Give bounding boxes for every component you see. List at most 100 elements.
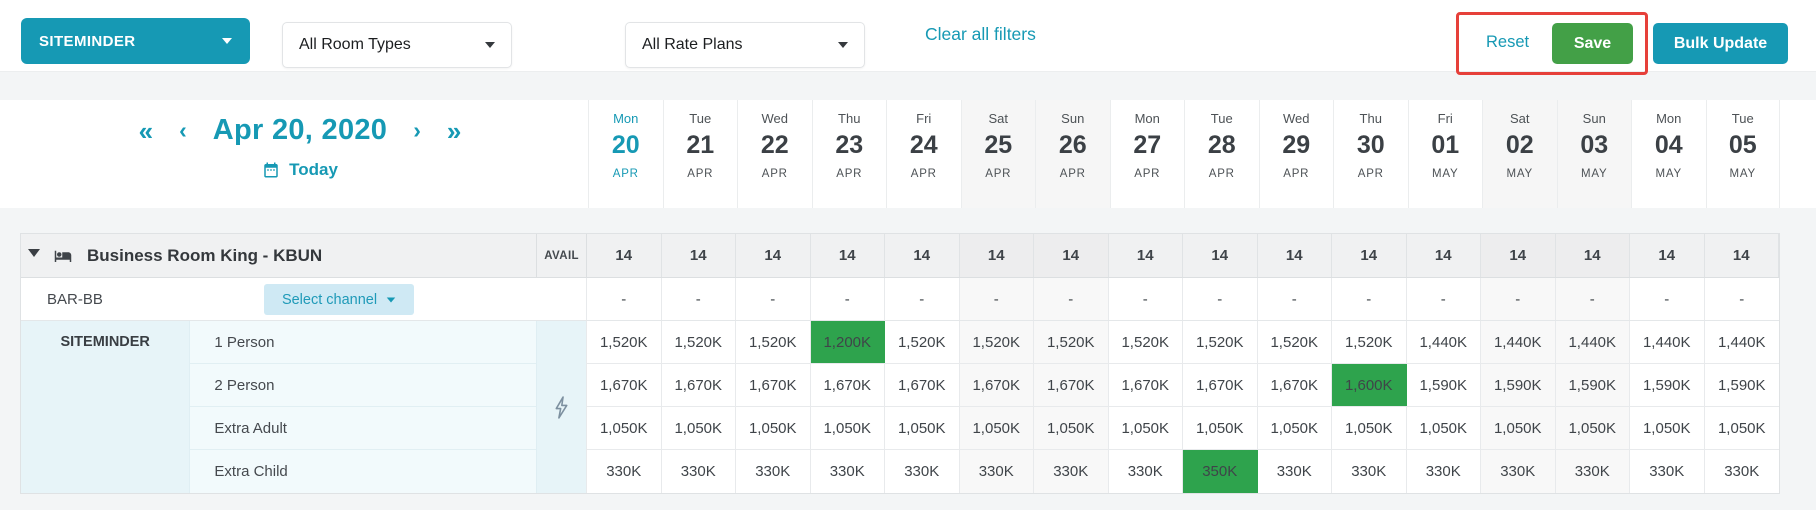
availability-cell[interactable]: 14 bbox=[1704, 234, 1779, 277]
price-cell[interactable]: 330K bbox=[959, 450, 1034, 493]
availability-cell[interactable]: 14 bbox=[885, 234, 960, 277]
price-cell[interactable]: 1,590K bbox=[1407, 364, 1481, 406]
rate-plan-value-cell[interactable]: - bbox=[811, 278, 885, 320]
prev-day-button[interactable]: ‹ bbox=[179, 117, 187, 143]
channel-filter-dropdown[interactable]: SITEMINDER bbox=[21, 18, 250, 64]
rate-plan-value-cell[interactable]: - bbox=[736, 278, 811, 320]
price-cell[interactable]: 330K bbox=[811, 450, 885, 493]
calendar-day-cell[interactable]: Thu 30 APR bbox=[1333, 100, 1408, 208]
availability-cell[interactable]: 14 bbox=[1108, 234, 1183, 277]
price-cell[interactable]: 1,590K bbox=[1630, 364, 1705, 406]
price-cell[interactable]: 1,670K bbox=[959, 364, 1034, 406]
price-cell[interactable]: 1,520K bbox=[1034, 321, 1109, 363]
price-cell[interactable]: 1,050K bbox=[1481, 407, 1556, 449]
calendar-day-cell[interactable]: Tue 21 APR bbox=[662, 100, 738, 208]
availability-cell[interactable]: 14 bbox=[661, 234, 736, 277]
rate-plan-value-cell[interactable]: - bbox=[959, 278, 1034, 320]
rate-plan-value-cell[interactable]: - bbox=[1332, 278, 1407, 320]
price-cell[interactable]: 330K bbox=[1407, 450, 1481, 493]
rate-plan-value-cell[interactable]: - bbox=[1258, 278, 1332, 320]
price-cell[interactable]: 1,670K bbox=[1183, 364, 1258, 406]
price-cell[interactable]: 1,520K bbox=[959, 321, 1034, 363]
price-cell[interactable]: 1,050K bbox=[662, 407, 736, 449]
save-button[interactable]: Save bbox=[1552, 23, 1633, 64]
price-cell[interactable]: 1,200K bbox=[810, 321, 885, 363]
availability-cell[interactable]: 14 bbox=[587, 234, 662, 277]
calendar-day-cell[interactable]: Thu 23 APR bbox=[811, 100, 887, 208]
price-cell[interactable]: 1,670K bbox=[811, 364, 885, 406]
rate-plan-value-cell[interactable]: - bbox=[1034, 278, 1109, 320]
calendar-day-cell[interactable]: Wed 29 APR bbox=[1258, 100, 1334, 208]
price-cell[interactable]: 1,050K bbox=[1183, 407, 1258, 449]
price-cell[interactable]: 1,590K bbox=[1481, 364, 1556, 406]
availability-cell[interactable]: 14 bbox=[1257, 234, 1332, 277]
price-cell[interactable]: 1,050K bbox=[1555, 407, 1630, 449]
price-cell[interactable]: 1,590K bbox=[1555, 364, 1630, 406]
calendar-day-cell[interactable]: Tue 28 APR bbox=[1184, 100, 1259, 208]
price-cell[interactable]: 1,050K bbox=[811, 407, 885, 449]
availability-cell[interactable]: 14 bbox=[810, 234, 885, 277]
calendar-day-cell[interactable]: Wed 22 APR bbox=[737, 100, 812, 208]
price-cell[interactable]: 1,440K bbox=[1717, 333, 1766, 351]
price-cell[interactable]: 1,050K bbox=[1034, 407, 1109, 449]
price-cell[interactable]: 1,670K bbox=[1109, 364, 1183, 406]
availability-cell[interactable]: 14 bbox=[736, 234, 811, 277]
availability-cell[interactable]: 14 bbox=[1630, 234, 1705, 277]
price-cell[interactable]: 1,520K bbox=[736, 321, 811, 363]
availability-cell[interactable]: 14 bbox=[1332, 234, 1407, 277]
price-cell[interactable]: 1,520K bbox=[1258, 321, 1332, 363]
price-cell[interactable]: 330K bbox=[1109, 450, 1183, 493]
today-button[interactable]: Today bbox=[60, 160, 540, 180]
price-cell[interactable]: 1,670K bbox=[587, 364, 662, 406]
calendar-day-cell[interactable]: Mon 27 APR bbox=[1109, 100, 1185, 208]
price-cell[interactable]: 1,440K bbox=[1407, 321, 1481, 363]
availability-cell[interactable]: 14 bbox=[959, 234, 1034, 277]
calendar-day-cell[interactable]: Mon 20 APR bbox=[588, 100, 663, 208]
calendar-day-cell[interactable]: Sun 03 MAY bbox=[1556, 100, 1631, 208]
select-channel-button[interactable]: Select channel bbox=[264, 284, 414, 315]
price-cell[interactable]: 1,050K bbox=[1332, 407, 1407, 449]
price-cell[interactable]: 330K bbox=[1481, 450, 1556, 493]
price-cell[interactable]: 1,440K bbox=[1555, 321, 1630, 363]
price-cell[interactable]: 1,520K bbox=[662, 321, 736, 363]
price-cell[interactable]: 1,520K bbox=[1332, 321, 1407, 363]
calendar-day-cell[interactable]: Sun 26 APR bbox=[1035, 100, 1110, 208]
price-cell[interactable]: 1,050K bbox=[736, 407, 811, 449]
calendar-day-cell[interactable]: Sat 25 APR bbox=[960, 100, 1035, 208]
price-cell[interactable]: 1,440K bbox=[1630, 321, 1705, 363]
price-cell[interactable]: 350K bbox=[1183, 450, 1258, 493]
availability-cell[interactable]: 14 bbox=[1406, 234, 1481, 277]
price-cell[interactable]: 1,590K bbox=[1717, 376, 1766, 394]
next-day-button[interactable]: › bbox=[413, 117, 421, 143]
calendar-day-cell[interactable]: Sat 02 MAY bbox=[1482, 100, 1557, 208]
price-cell[interactable]: 1,050K bbox=[1717, 419, 1766, 437]
availability-cell[interactable]: 14 bbox=[1034, 234, 1109, 277]
price-cell[interactable]: 1,050K bbox=[587, 407, 662, 449]
price-cell[interactable]: 330K bbox=[1630, 450, 1705, 493]
price-cell[interactable]: 1,050K bbox=[1407, 407, 1481, 449]
calendar-day-cell[interactable]: Fri 01 MAY bbox=[1407, 100, 1483, 208]
price-cell[interactable]: 1,050K bbox=[1258, 407, 1332, 449]
availability-cell[interactable]: 14 bbox=[1481, 234, 1556, 277]
calendar-day-cell[interactable]: Tue 05 MAY bbox=[1705, 100, 1780, 208]
calendar-day-cell[interactable]: Mon 04 MAY bbox=[1631, 100, 1706, 208]
price-cell[interactable]: 330K bbox=[1724, 463, 1760, 480]
price-cell[interactable]: 330K bbox=[662, 450, 736, 493]
price-cell[interactable]: 330K bbox=[587, 450, 662, 493]
rate-plans-dropdown[interactable]: All Rate Plans bbox=[625, 22, 865, 68]
room-types-dropdown[interactable]: All Room Types bbox=[282, 22, 512, 68]
price-cell[interactable]: 330K bbox=[1034, 450, 1109, 493]
fast-next-button[interactable]: » bbox=[446, 115, 462, 146]
rate-plan-value-cell[interactable]: - bbox=[1183, 278, 1258, 320]
price-cell[interactable]: 1,050K bbox=[1630, 407, 1705, 449]
availability-cell[interactable]: 14 bbox=[1555, 234, 1630, 277]
price-cell[interactable]: 1,670K bbox=[662, 364, 736, 406]
availability-cell[interactable]: 14 bbox=[1183, 234, 1258, 277]
calendar-day-cell[interactable]: Fri 24 APR bbox=[886, 100, 961, 208]
clear-all-filters-link[interactable]: Clear all filters bbox=[925, 24, 1036, 44]
rate-plan-value-cell[interactable]: - bbox=[1481, 278, 1556, 320]
rate-plan-value-cell[interactable]: - bbox=[662, 278, 736, 320]
price-cell[interactable]: 1,670K bbox=[1034, 364, 1109, 406]
rate-plan-value-cell[interactable]: - bbox=[1739, 290, 1745, 308]
price-cell[interactable]: 1,050K bbox=[1109, 407, 1183, 449]
